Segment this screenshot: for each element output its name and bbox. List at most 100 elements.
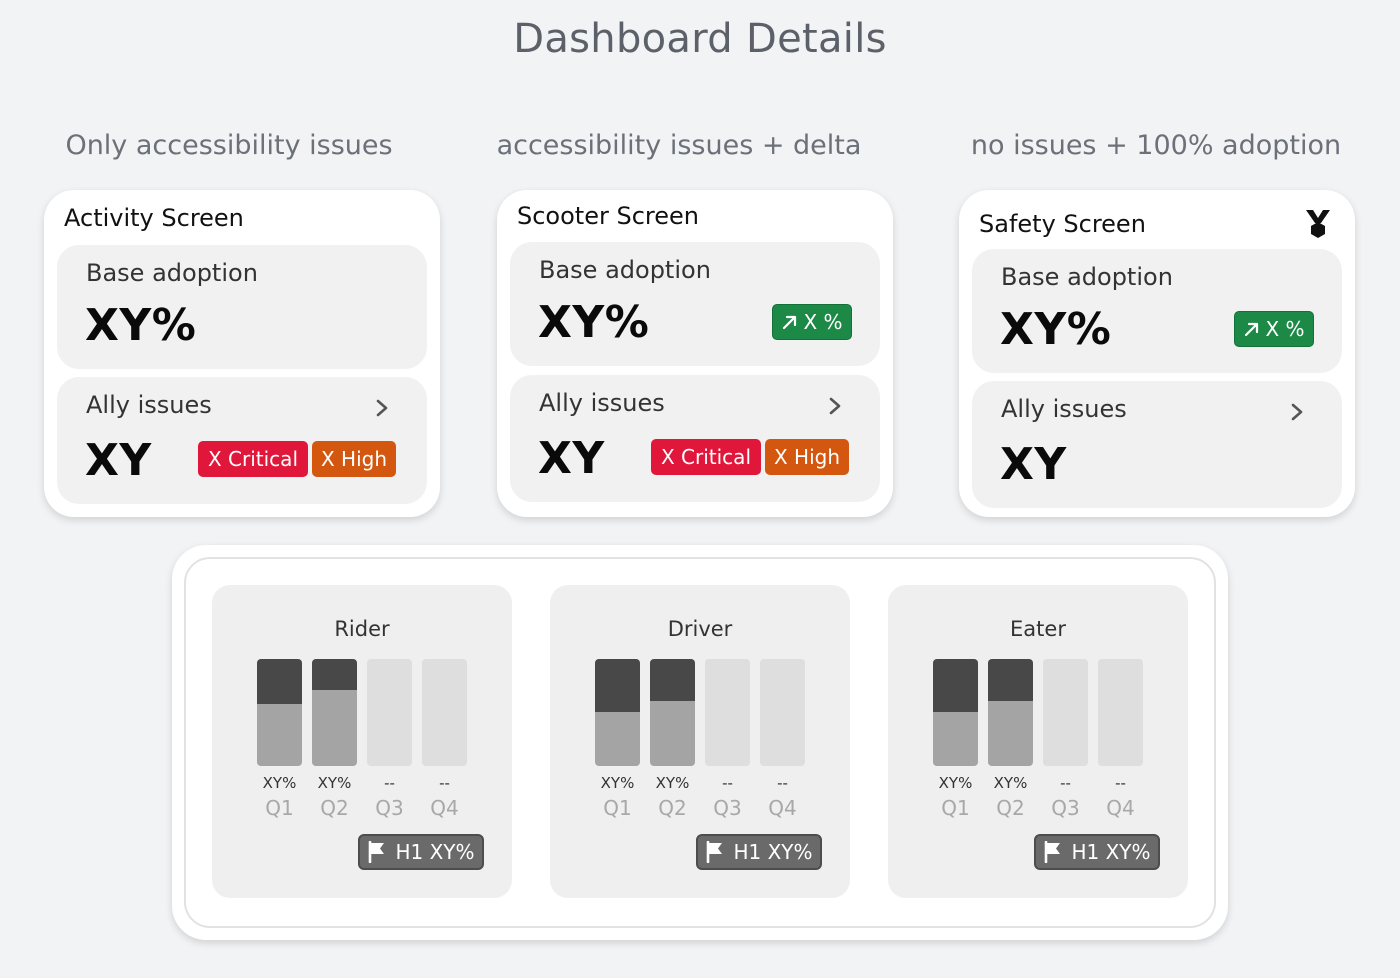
bar-dark-segment xyxy=(595,659,640,713)
scooter-screen-card: Scooter Screen Base adoption XY% X % All… xyxy=(497,190,893,517)
column-heading-2: accessibility issues + delta xyxy=(496,130,862,161)
quarter-bar xyxy=(257,659,302,766)
bar-dark-segment xyxy=(257,659,302,704)
base-adoption-panel: Base adoption XY% xyxy=(57,245,427,369)
ally-issues-label: Ally issues xyxy=(539,389,665,417)
quarter-q2: XY% Q2 xyxy=(312,659,357,820)
quarter-value: XY% xyxy=(317,774,352,792)
quarter-bar xyxy=(650,659,695,766)
quarter-bar xyxy=(705,659,750,766)
safety-screen-card: Safety Screen Base adoption XY% X % Ally… xyxy=(959,190,1355,517)
quarter-bar xyxy=(595,659,640,766)
quarter-label: Q1 xyxy=(265,796,294,820)
base-adoption-panel: Base adoption XY% X % xyxy=(510,242,880,366)
flag-icon xyxy=(707,841,723,863)
segment-card-rider: Rider XY% Q1 XY% Q2 -- Q3 -- Q4 H1 XY% xyxy=(212,585,512,898)
quarter-q2: XY% Q2 xyxy=(988,659,1033,820)
quarter-value: XY% xyxy=(262,774,297,792)
delta-value: X % xyxy=(1265,317,1305,341)
quarter-q4: -- Q4 xyxy=(422,659,467,820)
card-title: Safety Screen xyxy=(979,210,1146,238)
quarter-label: Q2 xyxy=(658,796,687,820)
bar-light-segment xyxy=(988,701,1033,766)
quarter-label: Q3 xyxy=(1051,796,1080,820)
card-title: Scooter Screen xyxy=(517,202,699,230)
ally-issues-label: Ally issues xyxy=(1001,395,1127,423)
quarter-label: Q3 xyxy=(375,796,404,820)
bar-dark-segment xyxy=(312,659,357,690)
base-adoption-label: Base adoption xyxy=(1001,263,1173,291)
ally-issues-label: Ally issues xyxy=(86,391,212,419)
ally-issues-value: XY xyxy=(85,435,152,486)
quarter-q4: -- Q4 xyxy=(760,659,805,820)
medal-icon xyxy=(1306,210,1330,238)
bar-dark-segment xyxy=(988,659,1033,701)
chevron-right-icon[interactable] xyxy=(375,399,389,417)
quarter-q2: XY% Q2 xyxy=(650,659,695,820)
quarter-bar xyxy=(312,659,357,766)
page-title: Dashboard Details xyxy=(513,16,887,62)
ally-issues-panel[interactable]: Ally issues XY xyxy=(972,381,1342,508)
column-heading-1: Only accessibility issues xyxy=(65,130,393,161)
quarter-label: Q4 xyxy=(1106,796,1135,820)
quarter-label: Q1 xyxy=(941,796,970,820)
base-adoption-value: XY% xyxy=(538,297,650,348)
quarter-value: -- xyxy=(1115,774,1126,792)
ally-issues-panel[interactable]: Ally issues XY X Critical X High xyxy=(57,377,427,504)
quarter-bar xyxy=(933,659,978,766)
base-adoption-value: XY% xyxy=(1000,304,1112,355)
quarter-bar xyxy=(1043,659,1088,766)
quarter-q4: -- Q4 xyxy=(1098,659,1143,820)
segment-card-driver: Driver XY% Q1 XY% Q2 -- Q3 -- Q4 H1 XY% xyxy=(550,585,850,898)
quarter-label: Q4 xyxy=(430,796,459,820)
arrow-up-right-icon xyxy=(783,315,797,330)
delta-badge: X % xyxy=(772,304,852,340)
quarter-value: -- xyxy=(384,774,395,792)
chevron-right-icon[interactable] xyxy=(1290,403,1304,421)
quarter-label: Q4 xyxy=(768,796,797,820)
bar-light-segment xyxy=(933,712,978,766)
segment-title: Driver xyxy=(667,617,733,641)
column-heading-3: no issues + 100% adoption xyxy=(970,130,1342,161)
base-adoption-label: Base adoption xyxy=(539,256,711,284)
delta-value: X % xyxy=(803,310,843,334)
quarter-q1: XY% Q1 xyxy=(257,659,302,820)
quarter-bar xyxy=(760,659,805,766)
segment-title: Eater xyxy=(1010,617,1066,641)
chevron-right-icon[interactable] xyxy=(828,397,842,415)
h1-summary-value: H1 XY% xyxy=(395,840,475,864)
h1-summary-chip: H1 XY% xyxy=(1034,834,1160,870)
h1-summary-chip: H1 XY% xyxy=(358,834,484,870)
bar-light-segment xyxy=(257,704,302,766)
delta-badge: X % xyxy=(1234,311,1314,347)
quarter-label: Q2 xyxy=(996,796,1025,820)
high-badge: X High xyxy=(765,439,849,475)
h1-summary-value: H1 XY% xyxy=(1071,840,1151,864)
quarter-bar xyxy=(988,659,1033,766)
segment-title: Rider xyxy=(334,617,390,641)
base-adoption-value: XY% xyxy=(85,300,197,351)
bar-dark-segment xyxy=(933,659,978,713)
bar-light-segment xyxy=(312,690,357,766)
quarter-value: XY% xyxy=(938,774,973,792)
quarter-value: -- xyxy=(722,774,733,792)
flag-icon xyxy=(369,841,385,863)
ally-issues-value: XY xyxy=(538,433,605,484)
flag-icon xyxy=(1045,841,1061,863)
quarter-value: -- xyxy=(439,774,450,792)
quarter-q1: XY% Q1 xyxy=(933,659,978,820)
quarter-label: Q3 xyxy=(713,796,742,820)
quarter-value: XY% xyxy=(655,774,690,792)
quarter-bar xyxy=(367,659,412,766)
h1-summary-chip: H1 XY% xyxy=(696,834,822,870)
ally-issues-value: XY xyxy=(1000,439,1067,490)
critical-badge: X Critical xyxy=(651,439,761,475)
quarter-q3: -- Q3 xyxy=(1043,659,1088,820)
ally-issues-panel[interactable]: Ally issues XY X Critical X High xyxy=(510,375,880,502)
arrow-up-right-icon xyxy=(1245,322,1259,337)
quarter-value: XY% xyxy=(600,774,635,792)
quarter-q3: -- Q3 xyxy=(705,659,750,820)
quarter-label: Q2 xyxy=(320,796,349,820)
bar-dark-segment xyxy=(650,659,695,701)
